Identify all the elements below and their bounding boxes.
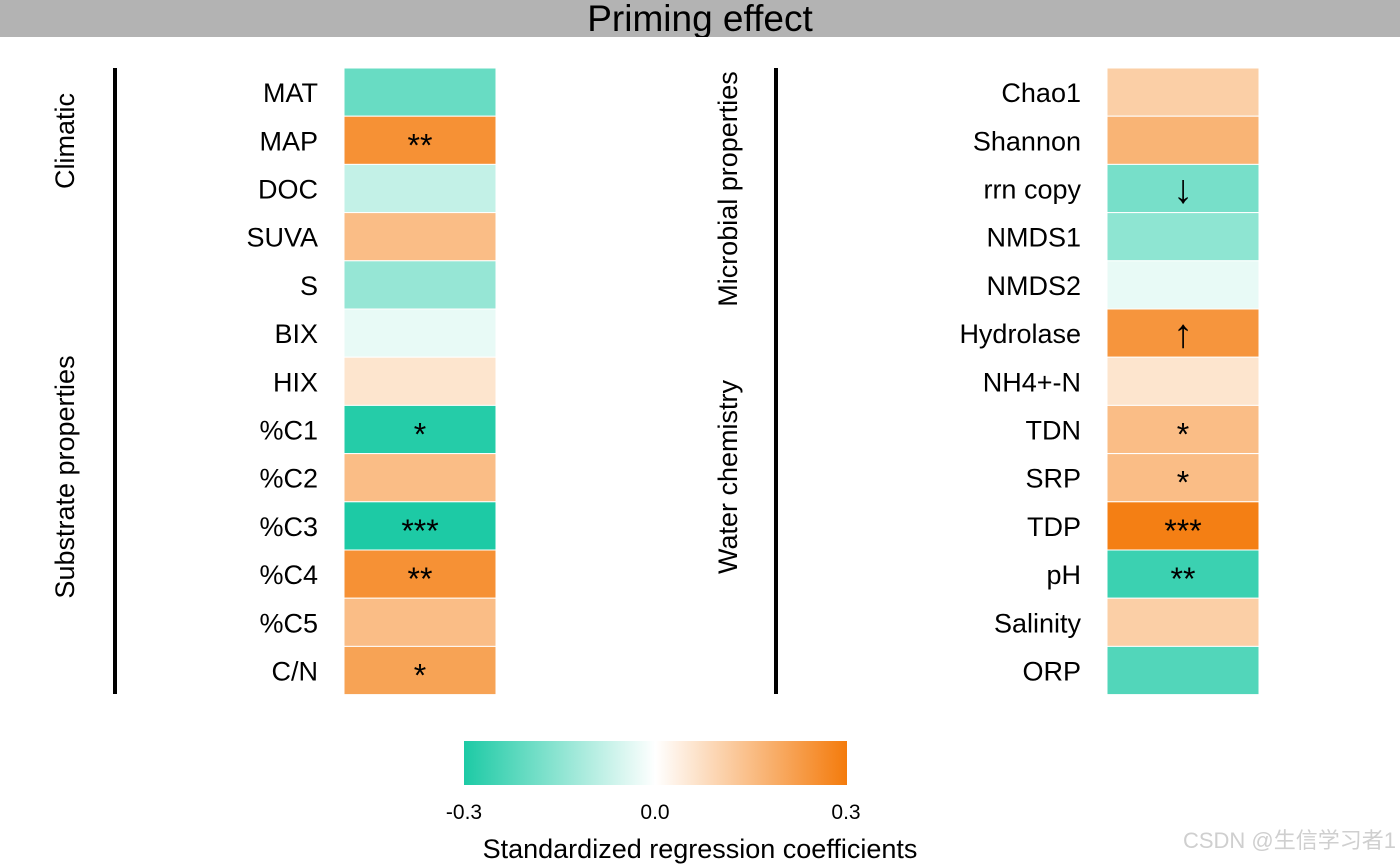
- right-significance-mark-7: *: [1177, 417, 1189, 453]
- right-row-label-9: TDP: [1027, 512, 1081, 542]
- left-significance-mark-7: *: [414, 417, 426, 453]
- left-significance-mark-10: **: [408, 561, 433, 597]
- left-cell-12: [343, 645, 497, 696]
- left-row-label-1: MAP: [259, 126, 318, 156]
- left-row-label-2: DOC: [258, 175, 318, 205]
- left-significance-mark-1: **: [408, 127, 433, 163]
- left-row-label-9: %C3: [259, 512, 318, 542]
- right-cell-2: [1106, 163, 1260, 214]
- legend-colorbar: [464, 741, 847, 785]
- legend-tick-zero: 0.0: [640, 801, 669, 824]
- right-cell-10: [1106, 549, 1260, 599]
- color-legend: -0.3 0.0 0.3 Standardized regression coe…: [446, 741, 917, 864]
- left-row-label-6: HIX: [273, 367, 318, 397]
- right-heatmap-panel: Chao1 Shannon rrn copy ↓ NMDS1 NMDS2 Hydrolase…: [959, 67, 1260, 696]
- left-cell-7: [343, 404, 497, 455]
- left-row-label-0: MAT: [263, 78, 318, 108]
- group-label-microbial: Microbial properties: [713, 71, 743, 307]
- right-cell-5: [1106, 308, 1260, 358]
- right-row-label-12: ORP: [1022, 657, 1081, 687]
- left-row-label-3: SUVA: [246, 223, 318, 253]
- right-cell-3: [1106, 212, 1260, 262]
- legend-tick-max: 0.3: [831, 801, 860, 824]
- left-group-bar: [113, 68, 117, 694]
- legend-tick-min: -0.3: [446, 801, 482, 824]
- right-cell-6: [1106, 356, 1260, 406]
- watermark: CSDN @生信学习者1: [1183, 828, 1396, 853]
- left-row-label-10: %C4: [259, 560, 318, 590]
- left-cell-11: [343, 597, 497, 647]
- left-row-label-5: BIX: [274, 319, 318, 349]
- left-significance-mark-12: *: [414, 658, 426, 694]
- left-cell-3: [343, 212, 497, 262]
- left-significance-mark-9: ***: [401, 513, 438, 549]
- right-group-bar: [774, 68, 778, 694]
- left-cell-4: [343, 260, 497, 310]
- right-row-label-7: TDN: [1026, 416, 1082, 446]
- legend-title: Standardized regression coefficients: [483, 834, 918, 864]
- group-label-water: Water chemistry: [713, 379, 743, 574]
- left-row-label-8: %C2: [259, 464, 318, 494]
- right-significance-mark-5: ↑: [1173, 312, 1193, 356]
- chart-title: Priming effect: [587, 0, 813, 37]
- right-cell-1: [1106, 115, 1260, 165]
- right-cell-7: [1106, 404, 1260, 455]
- left-cell-8: [343, 453, 497, 503]
- right-row-label-0: Chao1: [1001, 78, 1081, 108]
- right-significance-mark-10: **: [1171, 561, 1196, 597]
- left-cell-6: [343, 356, 497, 406]
- right-row-label-8: SRP: [1025, 464, 1081, 494]
- left-cell-2: [343, 163, 497, 214]
- right-row-label-3: NMDS1: [986, 223, 1081, 253]
- right-row-label-4: NMDS2: [986, 271, 1081, 301]
- left-cell-5: [343, 308, 497, 358]
- right-row-label-1: Shannon: [973, 126, 1081, 156]
- right-significance-mark-2: ↓: [1173, 168, 1193, 212]
- left-cell-9: [343, 501, 497, 551]
- left-row-label-4: S: [300, 271, 318, 301]
- right-cell-9: [1106, 501, 1260, 551]
- left-row-label-7: %C1: [259, 416, 318, 446]
- group-label-substrate: Substrate properties: [50, 355, 80, 598]
- right-row-label-10: pH: [1046, 560, 1081, 590]
- right-cell-4: [1106, 260, 1260, 310]
- right-significance-mark-9: ***: [1164, 513, 1201, 549]
- left-cell-10: [343, 549, 497, 599]
- right-row-label-5: Hydrolase: [959, 319, 1081, 349]
- left-row-label-11: %C5: [259, 608, 318, 638]
- right-row-label-11: Salinity: [994, 608, 1082, 638]
- right-cell-0: [1106, 67, 1260, 117]
- right-significance-mark-8: *: [1177, 465, 1189, 501]
- right-cell-11: [1106, 597, 1260, 647]
- right-row-label-2: rrn copy: [983, 175, 1081, 205]
- right-row-label-6: NH4+-N: [983, 367, 1081, 397]
- left-cell-0: [343, 67, 497, 117]
- group-label-climatic: Climatic: [50, 93, 80, 189]
- title-bar: Priming effect: [0, 0, 1400, 37]
- left-row-label-12: C/N: [272, 657, 319, 687]
- right-cell-12: [1106, 645, 1260, 696]
